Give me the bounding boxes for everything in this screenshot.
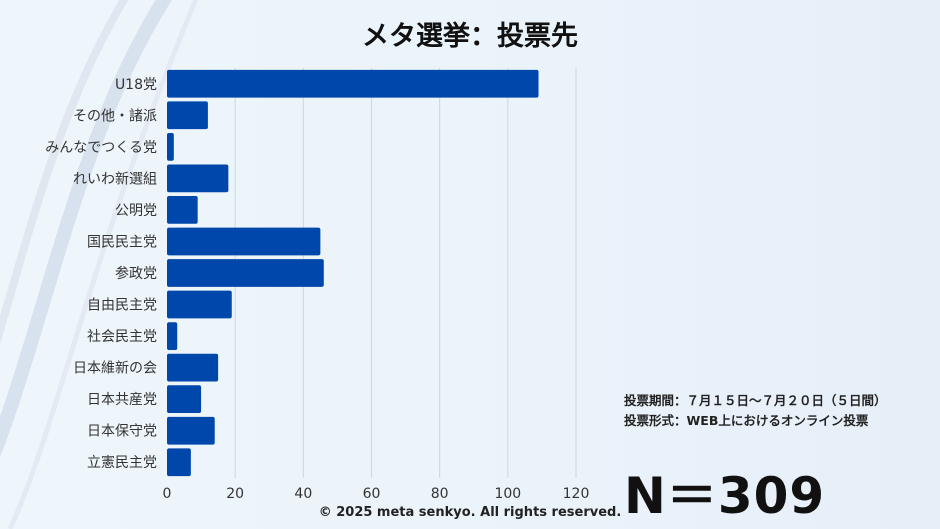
voting-period: 投票期間：７月１５日〜７月２０日（５日間）: [624, 393, 887, 408]
category-label: 公明党: [115, 203, 157, 219]
bar: [167, 69, 539, 98]
category-label: 国民民主党: [87, 234, 157, 250]
bar: [167, 290, 232, 319]
bar: [167, 448, 191, 477]
x-tick-label: 40: [294, 486, 312, 502]
bar: [167, 196, 198, 224]
x-tick-label: 0: [163, 486, 172, 502]
category-label: U18党: [115, 77, 157, 93]
bar: [167, 322, 178, 350]
category-label: その他・諸派: [73, 108, 157, 124]
category-label: 日本保守党: [87, 424, 157, 440]
sample-size: N＝309: [624, 467, 826, 525]
category-label: 日本共産党: [87, 392, 157, 408]
bar: [167, 132, 174, 161]
x-tick-label: 20: [226, 486, 244, 502]
x-tick-label: 80: [431, 486, 449, 502]
bar: [167, 164, 229, 193]
voting-format: 投票形式：WEB上におけるオンライン投票: [624, 413, 869, 428]
category-label: 参政党: [115, 265, 157, 282]
category-label: 社会民主党: [87, 329, 157, 345]
chart-title: メタ選挙：投票先: [362, 21, 578, 52]
x-tick-label: 100: [494, 486, 521, 502]
category-label: れいわ新選組: [73, 171, 157, 187]
bar: [167, 101, 208, 130]
bar: [167, 353, 219, 382]
bar: [167, 416, 215, 445]
bar: [167, 385, 202, 414]
x-tick-label: 60: [363, 486, 381, 502]
category-label: 自由民主党: [87, 298, 157, 314]
x-tick-label: 120: [563, 486, 590, 502]
bar: [167, 259, 324, 287]
copyright: © 2025 meta senkyo. All rights reserved.: [318, 505, 622, 520]
category-label: 立憲民主党: [87, 454, 157, 471]
category-label: 日本維新の会: [73, 361, 157, 377]
category-label: みんなでつくる党: [45, 140, 157, 156]
bar: [167, 227, 321, 256]
